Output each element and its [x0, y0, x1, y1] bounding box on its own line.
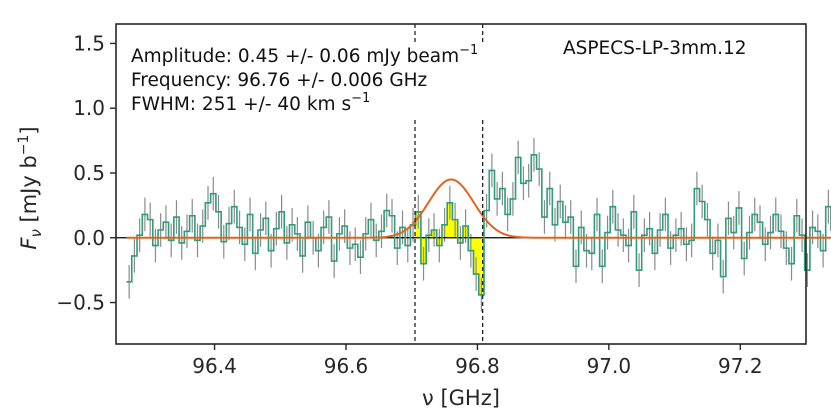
y-tick-label: −0.5: [56, 291, 105, 315]
y-tick-label: 0.5: [73, 161, 105, 185]
x-tick-label: 96.6: [324, 354, 369, 378]
line-fill-region: [415, 202, 483, 295]
source-name-annotation: ASPECS-LP-3mm.12: [563, 38, 747, 59]
axis-ticks: 96.4 96.6 96.8 97.0 97.2 −0.5 0.0 0.5 1.0 1.5: [56, 31, 762, 378]
frequency-annotation: Frequency: 96.76 +/- 0.006 GHz: [131, 70, 427, 91]
gaussian-fit-curve: [126, 178, 831, 239]
x-tick-label: 96.4: [192, 354, 237, 378]
amplitude-annotation: Amplitude: 0.45 +/- 0.06 mJy beam−1: [131, 43, 478, 67]
x-axis-label: ν [GHz]: [422, 386, 500, 410]
x-tick-label: 96.8: [455, 354, 500, 378]
plot-frame: [115, 23, 807, 345]
y-axis-label: Fν [mJy b−1]: [16, 126, 45, 249]
y-tick-label: 0.0: [73, 226, 105, 250]
plot-area: [116, 24, 831, 344]
y-tick-label: 1.5: [73, 31, 105, 55]
x-tick-label: 97.2: [718, 354, 763, 378]
x-tick-label: 97.0: [587, 354, 632, 378]
fwhm-annotation: FWHM: 251 +/- 40 km s−1: [131, 91, 370, 115]
spectrum-step-line: [126, 154, 831, 296]
y-tick-label: 1.0: [73, 96, 105, 120]
